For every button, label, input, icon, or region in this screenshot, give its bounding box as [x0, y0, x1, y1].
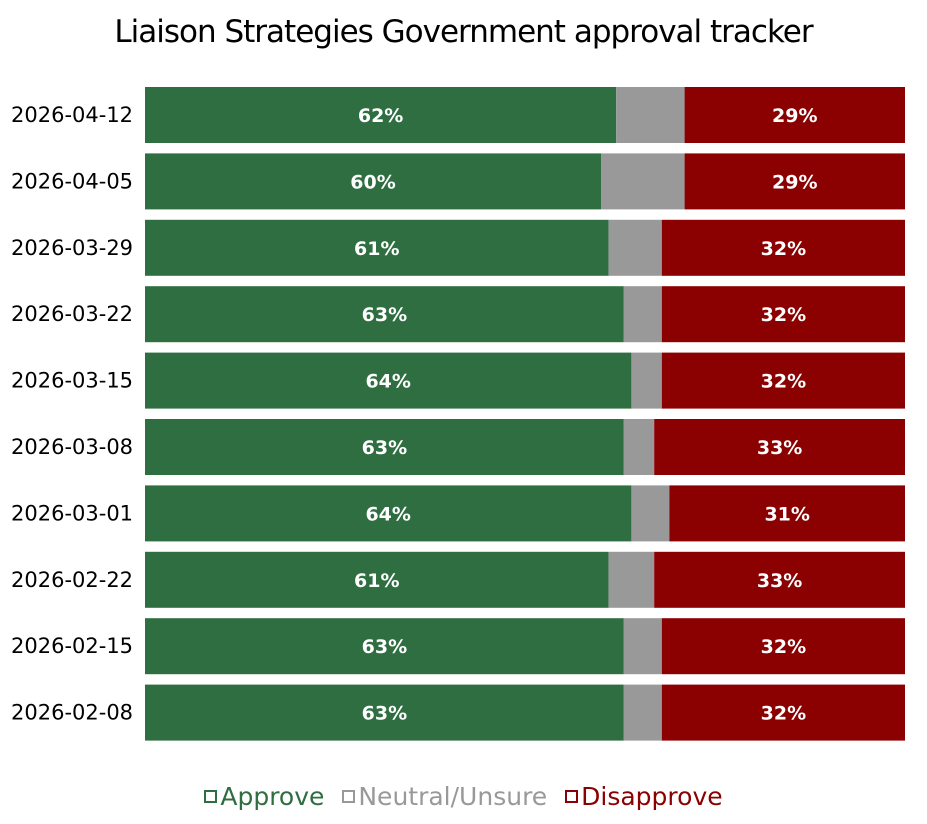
date-label: 2026-03-15 — [11, 369, 133, 393]
bar-value-label: 64% — [365, 371, 410, 393]
bar-segment-neutral-unsure — [631, 352, 662, 409]
bar-segment-neutral-unsure — [608, 551, 655, 608]
bar-value-label: 29% — [772, 105, 817, 127]
date-label: 2026-03-01 — [11, 501, 133, 525]
bar-value-label: 63% — [362, 304, 407, 326]
chart-title: Liaison Strategies Government approval t… — [114, 14, 813, 50]
bar-segment-approve — [145, 352, 632, 409]
legend: Approve Neutral/Unsure Disapprove — [0, 782, 927, 811]
bar-value-label: 33% — [757, 570, 802, 592]
bar-value-label: 63% — [362, 703, 407, 725]
legend-item-neutral: Neutral/Unsure — [342, 782, 547, 811]
bar-value-label: 62% — [358, 105, 403, 127]
bar-segment-approve — [145, 551, 609, 608]
legend-label-approve: Approve — [220, 782, 325, 811]
date-label: 2026-02-22 — [11, 568, 133, 592]
date-label: 2026-04-05 — [11, 169, 133, 193]
bar-segment-neutral-unsure — [601, 153, 685, 210]
bar-value-label: 63% — [362, 437, 407, 459]
bar-segment-disapprove — [684, 153, 905, 210]
bar-segment-disapprove — [654, 551, 905, 608]
legend-label-disapprove: Disapprove — [581, 782, 723, 811]
bar-segment-disapprove — [669, 485, 905, 542]
date-label: 2026-03-22 — [11, 302, 133, 326]
bar-segment-approve — [145, 286, 624, 343]
bar-value-label: 31% — [764, 503, 809, 525]
bar-segment-neutral-unsure — [623, 286, 662, 343]
bar-segment-approve — [145, 684, 624, 741]
bar-value-label: 63% — [362, 636, 407, 658]
bar-value-label: 32% — [761, 703, 806, 725]
date-label: 2026-03-29 — [11, 236, 133, 260]
bar-value-label: 64% — [365, 503, 410, 525]
bar-value-label: 32% — [761, 371, 806, 393]
bar-segment-disapprove — [661, 219, 905, 276]
bar-segment-disapprove — [661, 684, 905, 741]
legend-swatch-disapprove — [565, 790, 579, 803]
date-label: 2026-04-12 — [11, 103, 133, 127]
legend-item-approve: Approve — [204, 782, 324, 811]
bar-segment-approve — [145, 618, 624, 675]
bar-segment-approve — [145, 219, 609, 276]
bar-value-label: 32% — [761, 304, 806, 326]
legend-swatch-approve — [204, 790, 218, 803]
bar-segment-disapprove — [654, 419, 905, 475]
bar-segment-neutral-unsure — [623, 618, 662, 675]
bar-segment-approve — [145, 87, 617, 143]
bar-value-label: 32% — [761, 636, 806, 658]
legend-swatch-neutral — [342, 790, 356, 803]
date-label: 2026-02-08 — [11, 701, 133, 725]
bar-value-label: 60% — [350, 171, 395, 193]
legend-item-disapprove: Disapprove — [565, 782, 723, 811]
bar-value-label: 32% — [761, 238, 806, 260]
bar-segment-disapprove — [684, 87, 905, 143]
legend-label-neutral: Neutral/Unsure — [358, 782, 548, 811]
bar-segment-disapprove — [661, 352, 905, 409]
bar-segment-neutral-unsure — [608, 219, 662, 276]
bar-segment-approve — [145, 153, 601, 210]
date-label: 2026-03-08 — [11, 435, 133, 459]
bar-segment-neutral-unsure — [623, 419, 655, 475]
date-label: 2026-02-15 — [11, 634, 133, 658]
bar-segment-neutral-unsure — [623, 684, 662, 741]
bar-segment-neutral-unsure — [616, 87, 685, 143]
bar-segment-disapprove — [661, 618, 905, 675]
bar-segment-neutral-unsure — [631, 485, 670, 542]
bar-segment-approve — [145, 485, 632, 542]
bar-segment-disapprove — [661, 286, 905, 343]
bar-value-label: 29% — [772, 171, 817, 193]
bar-value-label: 61% — [354, 570, 399, 592]
bar-value-label: 61% — [354, 238, 399, 260]
bar-segment-approve — [145, 419, 624, 475]
bar-value-label: 33% — [757, 437, 802, 459]
